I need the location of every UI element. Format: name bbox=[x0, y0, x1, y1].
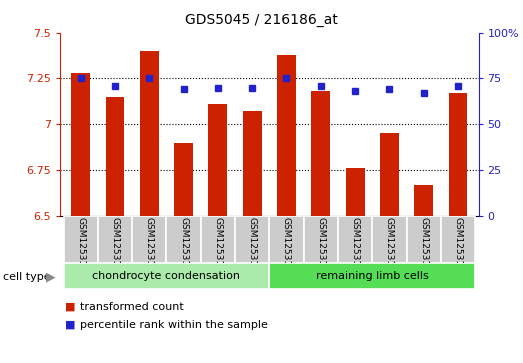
Bar bbox=[98, 216, 132, 263]
Bar bbox=[64, 263, 269, 289]
Text: GSM1253161: GSM1253161 bbox=[248, 217, 257, 278]
Bar bbox=[304, 216, 338, 263]
Text: GSM1253159: GSM1253159 bbox=[179, 217, 188, 278]
Bar bbox=[209, 104, 228, 216]
Text: GSM1253167: GSM1253167 bbox=[453, 217, 462, 278]
Bar bbox=[174, 143, 193, 216]
Text: cell type: cell type bbox=[3, 272, 50, 282]
Bar bbox=[414, 185, 433, 216]
Text: GSM1253157: GSM1253157 bbox=[110, 217, 120, 278]
Text: GSM1253156: GSM1253156 bbox=[76, 217, 85, 278]
Text: GSM1253166: GSM1253166 bbox=[419, 217, 428, 278]
Bar bbox=[243, 111, 262, 216]
Text: ▶: ▶ bbox=[47, 270, 56, 283]
Text: GSM1253162: GSM1253162 bbox=[282, 217, 291, 278]
Bar bbox=[441, 216, 475, 263]
Bar bbox=[201, 216, 235, 263]
Text: transformed count: transformed count bbox=[80, 302, 184, 312]
Text: GDS5045 / 216186_at: GDS5045 / 216186_at bbox=[185, 13, 338, 27]
Bar bbox=[269, 263, 475, 289]
Bar bbox=[406, 216, 441, 263]
Bar bbox=[71, 73, 90, 216]
Bar bbox=[106, 97, 124, 216]
Text: chondrocyte condensation: chondrocyte condensation bbox=[93, 271, 241, 281]
Bar bbox=[166, 216, 201, 263]
Text: GSM1253163: GSM1253163 bbox=[316, 217, 325, 278]
Bar bbox=[311, 91, 330, 216]
Text: GSM1253160: GSM1253160 bbox=[213, 217, 222, 278]
Text: remaining limb cells: remaining limb cells bbox=[316, 271, 429, 281]
Text: GSM1253165: GSM1253165 bbox=[385, 217, 394, 278]
Bar bbox=[64, 216, 98, 263]
Text: ■: ■ bbox=[65, 320, 76, 330]
Bar bbox=[235, 216, 269, 263]
Bar bbox=[372, 216, 406, 263]
Bar bbox=[269, 216, 304, 263]
Bar bbox=[277, 55, 296, 216]
Bar bbox=[380, 134, 399, 216]
Bar bbox=[132, 216, 166, 263]
Bar bbox=[346, 168, 365, 216]
Text: GSM1253164: GSM1253164 bbox=[350, 217, 360, 278]
Text: percentile rank within the sample: percentile rank within the sample bbox=[80, 320, 268, 330]
Text: ■: ■ bbox=[65, 302, 76, 312]
Bar bbox=[449, 93, 468, 216]
Text: GSM1253158: GSM1253158 bbox=[145, 217, 154, 278]
Bar bbox=[338, 216, 372, 263]
Bar bbox=[140, 51, 159, 216]
